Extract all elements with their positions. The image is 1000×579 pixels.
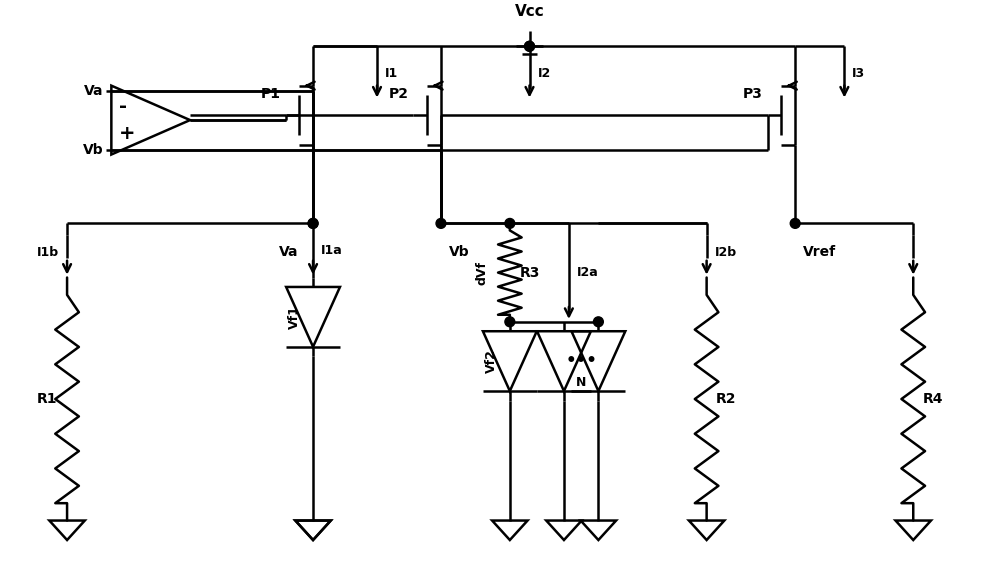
Text: R4: R4 [923,392,943,406]
Circle shape [505,317,515,327]
Text: Va: Va [279,245,298,259]
Text: R2: R2 [716,392,737,406]
Text: P3: P3 [743,86,763,101]
Text: dVf: dVf [475,261,488,285]
Circle shape [505,218,515,228]
Text: N: N [576,376,586,389]
Text: Va: Va [84,83,103,98]
Text: I2b: I2b [714,247,737,259]
Text: I1a: I1a [321,244,343,258]
Text: P1: P1 [261,86,281,101]
Text: Vb: Vb [83,142,103,156]
Circle shape [308,218,318,228]
Text: Vf2: Vf2 [485,349,498,373]
Text: I2a: I2a [577,266,598,279]
Circle shape [436,218,446,228]
Circle shape [790,218,800,228]
Text: I3: I3 [852,67,865,80]
Circle shape [525,41,534,51]
Text: I1b: I1b [37,247,59,259]
Text: P2: P2 [388,86,408,101]
Circle shape [593,317,603,327]
Text: R1: R1 [37,392,58,406]
Text: I2: I2 [537,67,551,80]
Text: Vref: Vref [803,245,836,259]
Text: Vb: Vb [449,245,469,259]
Text: Vcc: Vcc [515,3,544,19]
Circle shape [525,41,534,51]
Text: -: - [119,97,127,116]
Text: +: + [119,124,136,144]
Text: Vf1: Vf1 [288,305,301,329]
Text: I1: I1 [385,67,398,80]
Circle shape [308,218,318,228]
Text: •••: ••• [565,352,597,370]
Text: R3: R3 [519,266,540,280]
